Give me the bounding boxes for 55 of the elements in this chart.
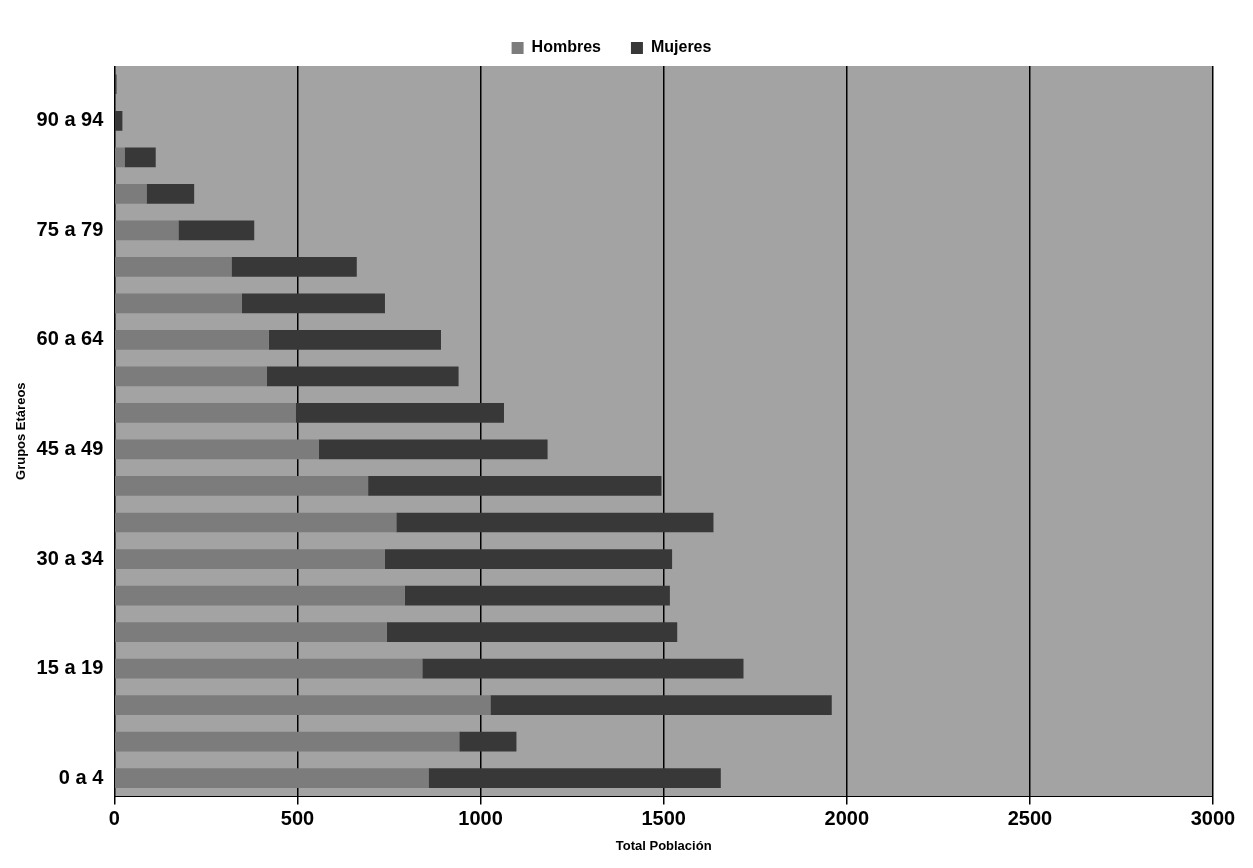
bar [115, 512, 397, 533]
y-tick-label: 30 a 34 [36, 546, 105, 569]
bar [115, 183, 147, 204]
bar [115, 257, 232, 277]
bar [115, 220, 179, 241]
y-tick-label: 90 a 94 [36, 108, 105, 131]
bar [115, 366, 267, 387]
x-tick-label: 1000 [458, 806, 503, 829]
y-tick-label: 0 a 4 [58, 765, 105, 788]
bar [115, 439, 319, 460]
bar [115, 476, 369, 496]
bar [115, 549, 385, 569]
x-tick-label: 500 [280, 806, 315, 829]
bar [422, 658, 744, 679]
x-tick-label: 2500 [1007, 806, 1053, 829]
bar [268, 330, 441, 350]
bar [115, 768, 429, 788]
bar [404, 585, 670, 606]
bar [178, 220, 255, 241]
x-axis-title: Total Población [615, 837, 712, 853]
x-tick-label: 1500 [641, 806, 686, 829]
bar [428, 768, 721, 788]
y-tick-label: 45 a 49 [36, 436, 104, 459]
bar [318, 439, 548, 460]
bar [115, 110, 123, 131]
x-tick-label: 0 [108, 806, 120, 829]
y-axis-title: Grupos Etáreos [13, 382, 29, 480]
y-tick-label: 15 a 19 [36, 656, 104, 679]
bar [295, 403, 504, 423]
bar [396, 512, 714, 533]
bar [384, 549, 673, 569]
bar [115, 147, 125, 168]
bar [231, 257, 357, 277]
y-tick-label: 75 a 79 [36, 217, 104, 240]
bar [490, 695, 832, 715]
bar [459, 731, 517, 752]
legend-label: Mujeres [650, 38, 712, 56]
bar [241, 293, 385, 314]
legend-label: Hombres [531, 38, 602, 56]
bar [266, 366, 459, 387]
bar [115, 585, 405, 606]
bar [115, 658, 423, 679]
x-tick-label: 2000 [824, 806, 870, 829]
bar [124, 147, 156, 168]
x-tick-label: 3000 [1190, 806, 1236, 829]
bar [368, 476, 662, 496]
bar [115, 622, 387, 642]
bar [115, 731, 460, 752]
bar [115, 330, 269, 350]
bar [115, 293, 242, 314]
bar [386, 622, 678, 642]
bar [115, 695, 491, 715]
bar [115, 403, 296, 423]
bar [146, 183, 195, 204]
y-tick-label: 60 a 64 [36, 327, 105, 350]
